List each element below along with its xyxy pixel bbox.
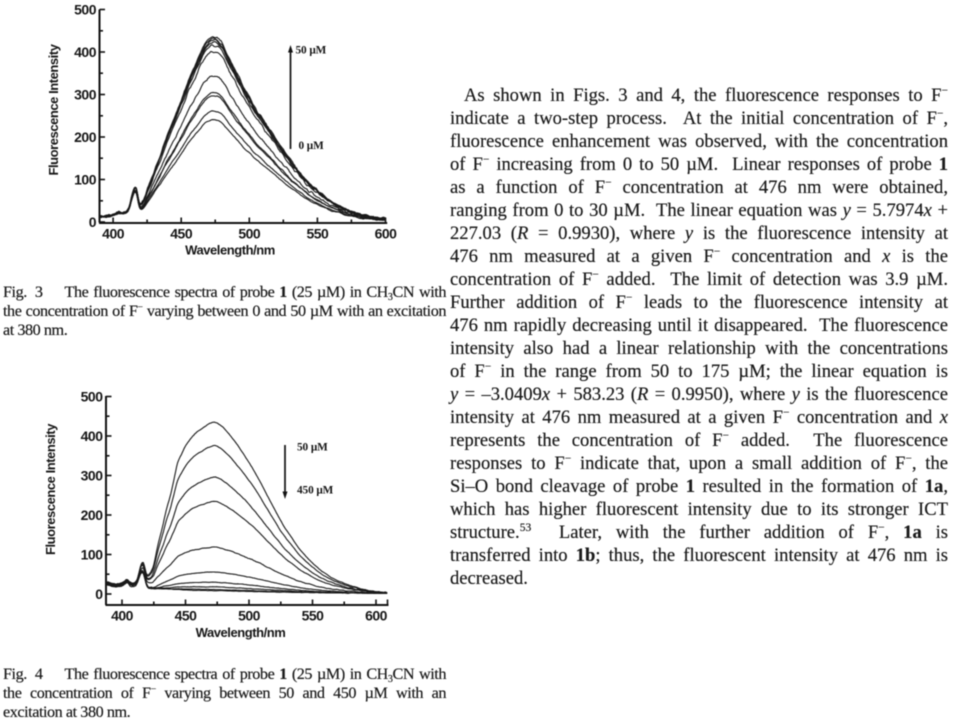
- svg-text:500: 500: [74, 2, 97, 18]
- svg-text:Fluorescence Intensity: Fluorescence Intensity: [43, 423, 58, 555]
- svg-text:500: 500: [238, 608, 261, 624]
- svg-text:400: 400: [74, 44, 97, 60]
- svg-text:50 μM: 50 μM: [297, 442, 328, 454]
- svg-text:300: 300: [81, 468, 104, 484]
- svg-text:0: 0: [95, 586, 103, 602]
- svg-text:450 μM: 450 μM: [297, 485, 334, 497]
- svg-text:450: 450: [170, 226, 193, 242]
- svg-text:400: 400: [102, 226, 125, 242]
- svg-text:100: 100: [74, 172, 97, 188]
- svg-text:550: 550: [306, 226, 329, 242]
- svg-text:50 μM: 50 μM: [296, 45, 327, 57]
- svg-text:300: 300: [74, 87, 97, 103]
- svg-text:500: 500: [81, 389, 104, 405]
- svg-text:600: 600: [365, 608, 388, 624]
- svg-text:500: 500: [238, 226, 261, 242]
- svg-text:600: 600: [375, 226, 398, 242]
- svg-text:400: 400: [81, 428, 104, 444]
- svg-text:200: 200: [81, 507, 104, 523]
- svg-text:400: 400: [111, 608, 134, 624]
- svg-text:550: 550: [302, 608, 325, 624]
- svg-text:Fluorescence Intensity: Fluorescence Intensity: [46, 43, 61, 175]
- svg-text:450: 450: [175, 608, 198, 624]
- svg-text:Wavelength/nm: Wavelength/nm: [196, 625, 286, 640]
- svg-text:0: 0: [89, 214, 97, 230]
- svg-text:Wavelength/nm: Wavelength/nm: [185, 243, 275, 258]
- svg-text:200: 200: [74, 129, 97, 145]
- svg-text:100: 100: [81, 547, 104, 563]
- svg-text:0 μM: 0 μM: [299, 140, 325, 152]
